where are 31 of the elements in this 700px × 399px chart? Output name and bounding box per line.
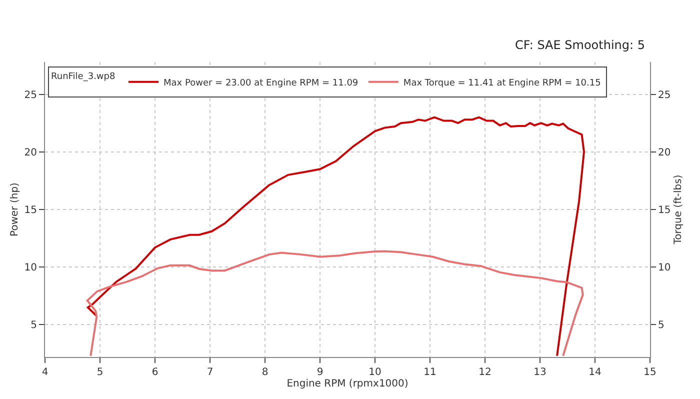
y2-axis-title: Torque (ft-lbs): [673, 174, 684, 246]
legend-title: RunFile_3.wp8: [51, 72, 116, 82]
x-tick-label: 10: [368, 367, 382, 378]
y2-tick-label: 15: [658, 205, 671, 216]
line-series: [86, 250, 584, 357]
y-tick-label: 5: [30, 320, 37, 332]
y2-tick-label: 10: [658, 262, 671, 274]
x-tick-label: 4: [42, 367, 48, 378]
x-tick-label: 15: [644, 367, 656, 378]
y-tick-label: 20: [24, 147, 37, 158]
y2-tick-label: 20: [658, 147, 671, 158]
x-tick-label: 14: [588, 367, 602, 378]
y-axis-title: Power (hp): [9, 182, 20, 236]
legend-label: Max Power = 23.00 at Engine RPM = 11.09: [164, 78, 358, 88]
y2-tick-label: 5: [658, 320, 664, 332]
y-tick-label: 15: [24, 205, 37, 216]
text: CF: SAE Smoothing: 5: [515, 38, 646, 52]
y2-tick-label: 25: [658, 90, 671, 101]
x-tick-label: 12: [478, 367, 492, 378]
x-tick-label: 9: [316, 367, 324, 378]
x-axis-title: Engine RPM (rpmx1000): [286, 378, 408, 390]
y-tick-label: 10: [24, 262, 37, 274]
x-tick-label: 7: [206, 367, 214, 378]
line-series: [86, 116, 585, 357]
legend-label: Max Torque = 11.41 at Engine RPM = 10.15: [403, 78, 601, 88]
x-tick-label: 6: [152, 367, 158, 378]
x-tick-label: 11: [424, 367, 436, 378]
x-tick-label: 13: [534, 367, 546, 378]
y-tick-label: 25: [24, 90, 37, 101]
x-tick-label: 5: [96, 367, 104, 378]
x-tick-label: 8: [262, 367, 268, 378]
